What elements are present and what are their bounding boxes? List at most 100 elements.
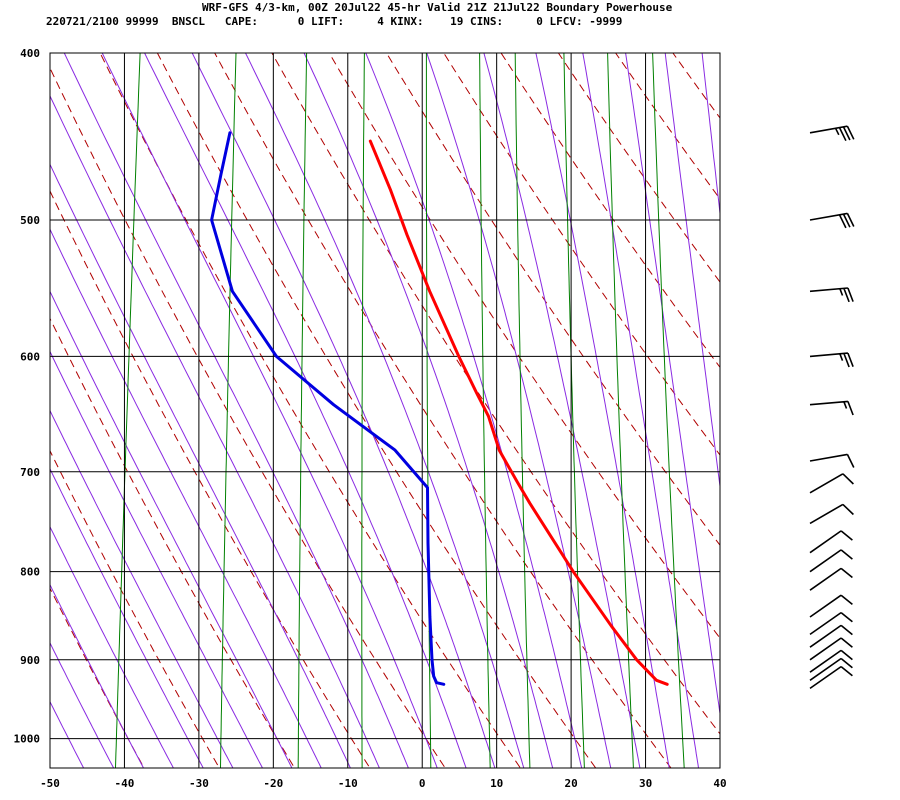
wind-barb (809, 567, 853, 591)
stat-value: 19 (450, 15, 464, 28)
wind-barb (809, 400, 854, 416)
x-tick-label: -40 (114, 777, 134, 790)
stat-kinx: KINX: 19 (390, 15, 463, 28)
wind-barb (809, 637, 853, 661)
y-tick-label: 700 (20, 466, 40, 479)
x-tick-label: 20 (564, 777, 577, 790)
dry-adiabat (50, 66, 446, 768)
mixing-ratio-line (607, 53, 634, 768)
mixing-ratio-line (219, 53, 237, 768)
wind-barb (809, 549, 853, 573)
grid-lines (49, 52, 721, 769)
dry-adiabat (500, 53, 720, 369)
moist-adiabat (144, 53, 467, 768)
dry-adiabat (156, 53, 597, 768)
dry-adiabat (769, 0, 900, 800)
wind-barb (809, 125, 855, 142)
stat-label: CAPE: (224, 15, 258, 28)
wind-barbs (809, 125, 855, 690)
y-tick-label: 800 (20, 566, 40, 579)
dry-adiabat (50, 449, 220, 768)
dry-adiabat (824, 0, 900, 800)
moist-adiabat (426, 53, 612, 768)
stat-lfcv: LFCV: -9999 (549, 15, 622, 28)
moist-adiabat (365, 53, 583, 768)
y-tick-label: 600 (20, 350, 40, 363)
mixing-ratio-line (514, 53, 531, 768)
x-tick-label: 0 (419, 777, 426, 790)
stat-label: LIFT: (310, 15, 345, 28)
moist-adiabat (50, 525, 174, 768)
moist-adiabat (244, 53, 525, 768)
wind-barb (809, 624, 853, 648)
stat-value: 0 (536, 15, 543, 28)
sounding-stats: 220721/2100 99999 BNSCL CAPE: 0 LIFT: 4 … (46, 15, 900, 28)
moist-adiabat (50, 467, 204, 768)
wind-barb (809, 212, 855, 229)
moist-adiabat (101, 53, 438, 768)
mixing-ratio-line (425, 53, 432, 768)
stat-value: 4 (377, 15, 384, 28)
stat-label: CINS: (469, 15, 504, 28)
moist-adiabat (63, 53, 409, 768)
wind-barb (809, 352, 854, 368)
y-tick-label: 500 (20, 214, 40, 227)
wind-barb (809, 594, 853, 618)
wind-barb (809, 611, 853, 636)
moist-adiabat (191, 53, 496, 768)
wind-barb (809, 665, 853, 690)
plot-border (49, 52, 721, 769)
stat-value: -9999 (589, 15, 623, 28)
x-tick-label: 10 (490, 777, 503, 790)
dry-adiabat (50, 189, 371, 768)
axis-labels: 400 500 600 700 800 900 1000 -50 -40 -30 -20 -10 0 10… (14, 47, 727, 790)
stat-cape: CAPE: 0 (225, 15, 305, 28)
y-tick-label: 400 (20, 47, 40, 60)
wind-barb (809, 657, 853, 681)
dry-adiabat (385, 53, 720, 547)
mixing-ratio-line (652, 53, 685, 768)
chart-title: WRF-GFS 4/3-km, 00Z 20Jul22 45-hr Valid … (202, 1, 673, 14)
wind-barb (809, 530, 853, 554)
stat-label: LFCV: (549, 15, 583, 28)
moist-adiabat (50, 700, 85, 768)
dry-adiabat (658, 0, 900, 800)
dry-adiabat (614, 53, 720, 200)
moist-adiabat (50, 94, 380, 768)
dry-adiabat (713, 0, 900, 800)
stat-lift: LIFT: 4 (311, 15, 384, 28)
mixing-ratio-line (479, 53, 491, 768)
x-tick-label: -20 (263, 777, 283, 790)
x-tick-label: 30 (639, 777, 652, 790)
x-tick-label: -50 (40, 777, 60, 790)
dry-adiabat (879, 0, 900, 800)
x-tick-label: -10 (338, 777, 358, 790)
moist-adiabat (50, 583, 145, 768)
dry-adiabat (328, 53, 720, 639)
mixing-ratio-line (563, 53, 585, 768)
stat-label: KINX: (390, 15, 424, 28)
mixing-ratio-line (361, 53, 365, 768)
dry-adiabat (214, 53, 672, 768)
stat-value: 0 (297, 15, 305, 28)
moist-adiabat (50, 350, 264, 768)
y-tick-label: 1000 (14, 733, 41, 746)
moist-adiabat (50, 163, 351, 768)
stat-cins: CINS: 0 (470, 15, 543, 28)
moist-adiabat (50, 228, 322, 768)
moist-adiabat (582, 53, 700, 768)
moist-adiabat (50, 409, 234, 768)
moist-adiabat (50, 641, 115, 768)
moist-adiabat (50, 290, 293, 768)
mixing-ratio-line (114, 53, 141, 768)
dry-adiabat (557, 53, 720, 283)
mixing-ratio-line (297, 53, 308, 768)
station-label: 220721/2100 99999 BNSCL (46, 15, 205, 28)
y-tick-label: 900 (20, 654, 40, 667)
moist-adiabat (664, 53, 720, 490)
moist-adiabat (701, 53, 720, 218)
wind-barb (809, 453, 855, 468)
moist-adiabat (625, 53, 720, 717)
